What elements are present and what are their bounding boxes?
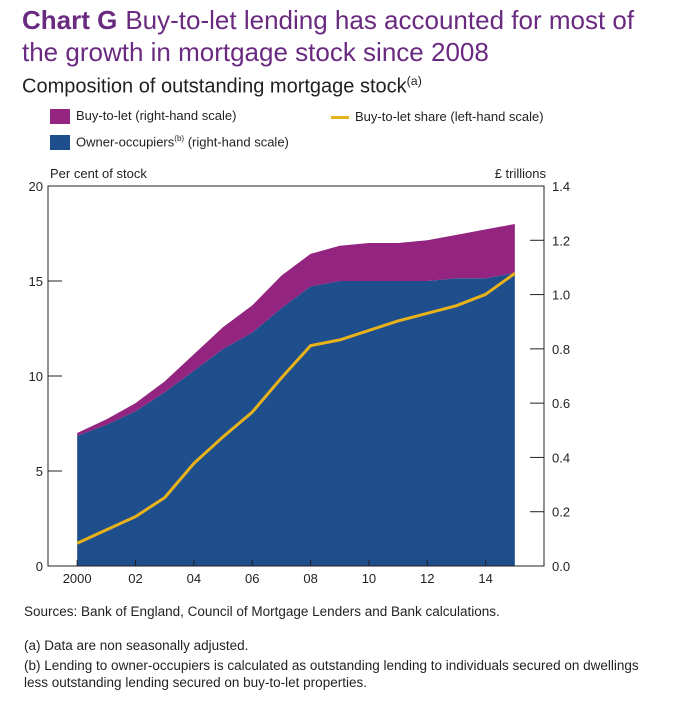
share-line-swatch	[331, 116, 349, 120]
x-tick-label: 14	[478, 571, 492, 586]
right-axis-label: £ trillions	[495, 166, 547, 181]
chart-subtitle: Composition of outstanding mortgage stoc…	[22, 74, 422, 99]
chart-label: Chart G	[22, 5, 118, 35]
legend-oo-label: Owner-occupiers	[76, 134, 175, 150]
legend-oo-note: (b)	[174, 134, 185, 143]
oo-swatch	[50, 135, 70, 151]
x-tick-label: 2000	[63, 571, 92, 586]
legend-btl-label: Buy-to-let (right-hand scale)	[76, 108, 237, 123]
x-tick-label: 02	[128, 571, 142, 586]
x-tick-label: 10	[362, 571, 376, 586]
legend-share-label: Buy-to-let share (left-hand scale)	[355, 109, 544, 124]
right-tick-label: 0.4	[552, 450, 570, 465]
right-tick-label: 0.6	[552, 396, 570, 411]
left-tick-label: 20	[29, 179, 43, 194]
left-tick-label: 5	[36, 464, 43, 479]
subtitle-note: (a)	[406, 74, 422, 88]
footnote-b: (b) Lending to owner-occupiers is calcul…	[24, 658, 639, 690]
btl-swatch	[50, 109, 70, 125]
x-tick-label: 06	[245, 571, 259, 586]
x-tick-label: 08	[303, 571, 317, 586]
footnote-a: (a) Data are non seasonally adjusted.	[24, 638, 249, 653]
left-tick-label: 15	[29, 274, 43, 289]
legend-item-oo: Owner-occupiers(b) (right-hand scale)	[50, 134, 289, 151]
left-axis-label: Per cent of stock	[50, 166, 147, 181]
right-tick-label: 0.2	[552, 505, 570, 520]
chart-title-text: Buy-to-let lending has accounted for mos…	[22, 5, 635, 67]
subtitle-text: Composition of outstanding mortgage stoc…	[22, 75, 407, 98]
left-tick-label: 0	[36, 559, 43, 574]
owner-occupiers-area	[77, 272, 515, 566]
right-tick-label: 1.2	[552, 233, 570, 248]
buy-to-let-share-line	[76, 272, 516, 545]
left-tick-label: 10	[29, 369, 43, 384]
right-tick-label: 0.0	[552, 559, 570, 574]
buy-to-let-area	[77, 224, 515, 436]
right-tick-label: 1.4	[552, 179, 570, 194]
sources-text: Sources: Bank of England, Council of Mor…	[24, 604, 500, 619]
right-tick-label: 0.8	[552, 342, 570, 357]
legend-oo-suffix: (right-hand scale)	[184, 134, 289, 150]
legend-item-share: Buy-to-let share (left-hand scale)	[331, 109, 544, 124]
x-tick-label: 12	[420, 571, 434, 586]
right-tick-label: 1.0	[552, 288, 570, 303]
x-tick-label: 04	[187, 571, 201, 586]
chart-title: Chart G Buy-to-let lending has accounted …	[22, 4, 672, 68]
legend-item-btl: Buy-to-let (right-hand scale)	[50, 108, 237, 125]
